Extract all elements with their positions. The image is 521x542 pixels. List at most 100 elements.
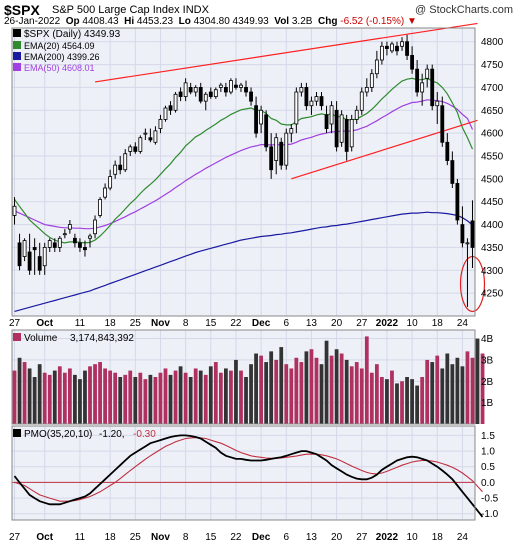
- legend-swatch-ema20: [13, 41, 21, 49]
- legend-price: $SPX (Daily) 4349.93: [24, 29, 121, 40]
- high-label: Hi: [124, 16, 135, 27]
- legend-ema50: EMA(50) 4608.01: [24, 63, 95, 73]
- pmo-legend-label: PMO(35,20,10): [24, 429, 92, 440]
- volume-bar: [123, 374, 128, 424]
- volume-bar: [52, 370, 57, 424]
- candle-body: [229, 80, 233, 93]
- x-tick-label-pmo: 2022: [376, 532, 399, 542]
- x-tick-label-price: Oct: [36, 318, 53, 329]
- volume-bar: [259, 355, 264, 424]
- volume-bar: [118, 377, 123, 424]
- candle-body: [17, 242, 22, 267]
- candle-body: [67, 224, 72, 230]
- volume-bar: [244, 377, 248, 424]
- x-tick-label-price: 24: [457, 318, 469, 329]
- candle-body: [12, 205, 17, 216]
- candle-body: [37, 256, 42, 271]
- legend-swatch-ema50: [13, 63, 21, 71]
- volume-bar: [354, 362, 359, 424]
- volume-bar: [430, 362, 435, 424]
- volume-value: 3.2B: [291, 16, 313, 27]
- x-tick-label-price: Nov: [151, 318, 170, 329]
- x-tick-label-price: 27: [9, 318, 21, 329]
- volume-bar: [254, 353, 258, 424]
- price-tick-label: 4650: [481, 106, 504, 117]
- open-value: 4408.43: [82, 16, 119, 27]
- candle-body: [153, 130, 158, 143]
- volume-bar: [264, 362, 269, 424]
- volume-bar: [274, 359, 279, 424]
- volume-bar: [17, 357, 22, 424]
- candle-body: [385, 45, 389, 49]
- volume-bar: [83, 370, 87, 424]
- volume-bar: [27, 368, 32, 424]
- volume-bar: [294, 357, 299, 424]
- volume-bar: [460, 366, 465, 424]
- volume-legend-label: Volume: [24, 333, 58, 344]
- price-tick-label: 4600: [481, 129, 504, 140]
- candle-body: [103, 187, 108, 198]
- volume-bar: [178, 366, 183, 424]
- volume-bar: [400, 381, 404, 424]
- candle-body: [203, 93, 208, 102]
- volume-bar: [309, 349, 314, 424]
- volume-bar: [153, 377, 158, 424]
- candle-body: [374, 59, 379, 75]
- candle-body: [329, 105, 334, 125]
- candle-body: [269, 146, 274, 171]
- volume-panel-frame: [11, 329, 476, 425]
- volume-bar: [339, 353, 344, 424]
- candle-body: [470, 220, 475, 248]
- volume-bar: [57, 366, 62, 424]
- volume-legend: Volume 3,174,843,392: [13, 333, 134, 344]
- price-tick-label: 4300: [481, 266, 504, 277]
- ohlc-line: 26-Jan-2022 Op 4408.43 Hi 4453.23 Lo 430…: [4, 16, 417, 27]
- volume-bar: [37, 364, 42, 424]
- candle-body: [294, 91, 299, 125]
- pmo-panel-bg: [12, 426, 475, 520]
- x-tick-label-price: 27: [356, 318, 368, 329]
- volume-bar: [128, 370, 133, 424]
- volume-bar: [289, 368, 294, 424]
- volume-bar: [113, 372, 118, 424]
- x-tick-label-pmo: 24: [457, 532, 469, 542]
- candle-body: [415, 68, 420, 93]
- volume-bar: [148, 374, 153, 424]
- candle-body: [314, 96, 319, 102]
- volume-bar: [299, 362, 304, 424]
- candle-body: [425, 68, 430, 79]
- candle-body: [108, 176, 113, 189]
- x-tick-label-price: 11: [75, 318, 86, 329]
- x-tick-label-pmo: 27: [356, 532, 368, 542]
- volume-bar: [425, 359, 430, 424]
- candle-body: [218, 84, 223, 88]
- candle-body: [445, 141, 450, 161]
- volume-bar: [334, 349, 339, 424]
- x-tick-label-pmo: 10: [407, 532, 419, 542]
- volume-bar: [188, 377, 193, 424]
- x-tick-label-pmo: 22: [230, 532, 242, 542]
- candle-body: [244, 87, 248, 93]
- volume-bar: [385, 379, 389, 424]
- candle-body: [324, 114, 329, 129]
- volume-bar: [22, 362, 27, 424]
- candle-body: [42, 247, 47, 267]
- candle-body: [223, 87, 228, 93]
- candle-body: [32, 247, 37, 251]
- volume-bar: [78, 379, 82, 424]
- volume-bar: [88, 366, 92, 424]
- volume-bar: [304, 351, 309, 424]
- candle-body: [88, 235, 92, 239]
- candle-body: [289, 128, 294, 134]
- symbol: $SPX: [4, 2, 40, 18]
- candle-body: [123, 153, 128, 171]
- x-tick-label-pmo: 11: [75, 532, 86, 542]
- candle-body: [259, 109, 264, 125]
- x-tick-label-pmo: 8: [183, 532, 189, 542]
- x-tick-label-pmo: 27: [9, 532, 21, 542]
- low-label: Lo: [178, 16, 191, 27]
- candle-body: [279, 141, 284, 166]
- source-credit: @ StockCharts.com: [415, 4, 513, 16]
- volume-bar: [344, 359, 349, 424]
